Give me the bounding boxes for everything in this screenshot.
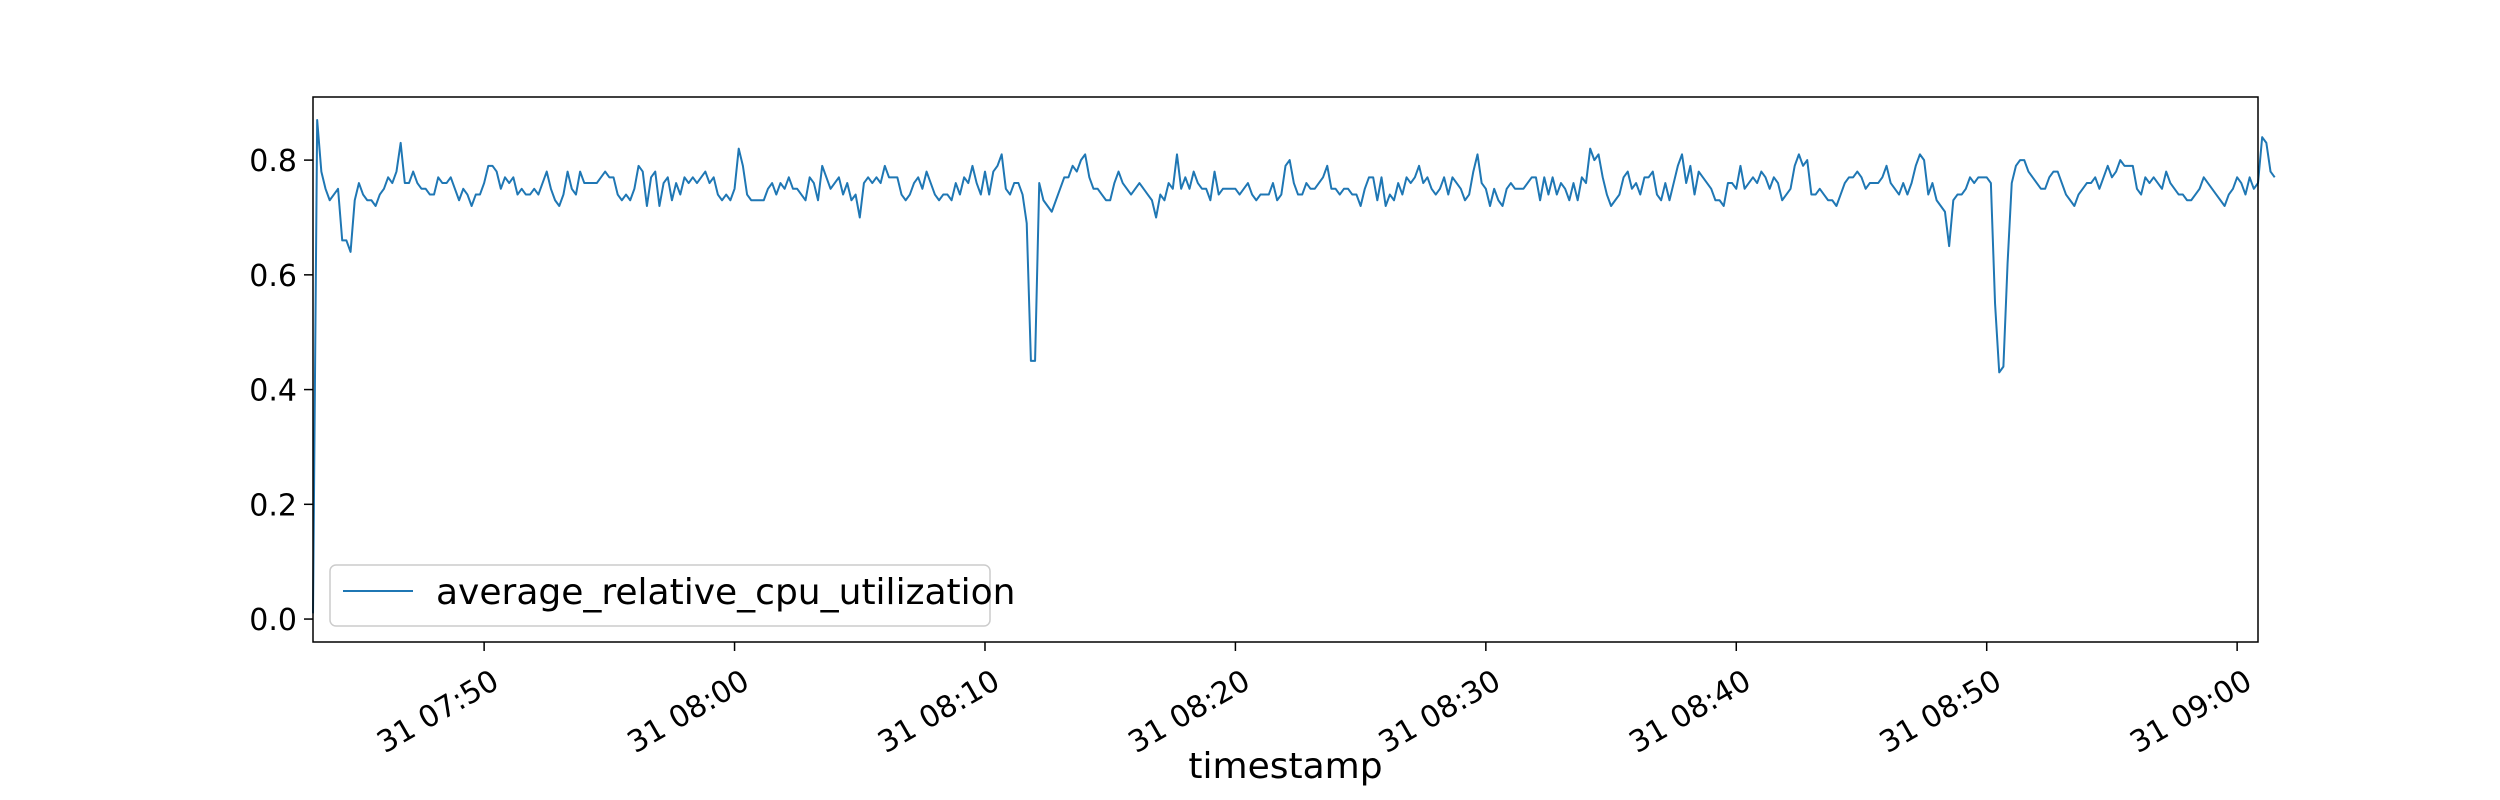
- y-tick-label: 0.2: [249, 488, 297, 523]
- plot-area-frame: [312, 96, 2259, 643]
- x-axis-ticks: 31 07:50 31 08:00 31 08:10 31 08:20 31 08:30…: [371, 642, 2258, 761]
- x-tick-label: 31 08:30: [1373, 663, 1507, 760]
- y-axis-ticks: 0.0 0.2 0.4 0.6 0.8: [249, 144, 313, 638]
- x-tick-label: 31 08:10: [872, 663, 1006, 760]
- x-axis-label: timestamp: [1188, 746, 1382, 787]
- x-tick-label: 31 08:00: [622, 663, 756, 760]
- x-tick-label: 31 07:50: [371, 663, 505, 760]
- y-tick-label: 0.0: [249, 603, 297, 638]
- legend-box: [329, 564, 991, 627]
- legend-label-average-relative-cpu-utilization: average_relative_cpu_utilization: [436, 572, 1015, 613]
- y-tick-label: 0.8: [249, 144, 297, 179]
- x-tick-label: 31 09:00: [2124, 663, 2258, 760]
- legend: average_relative_cpu_utilization: [329, 564, 1015, 627]
- y-tick-label: 0.4: [249, 374, 297, 409]
- x-tick-label: 31 08:40: [1623, 663, 1757, 760]
- y-tick-label: 0.6: [249, 259, 297, 294]
- x-tick-label: 31 08:50: [1874, 663, 2008, 760]
- series-line-average-relative-cpu-utilization: [312, 118, 2276, 614]
